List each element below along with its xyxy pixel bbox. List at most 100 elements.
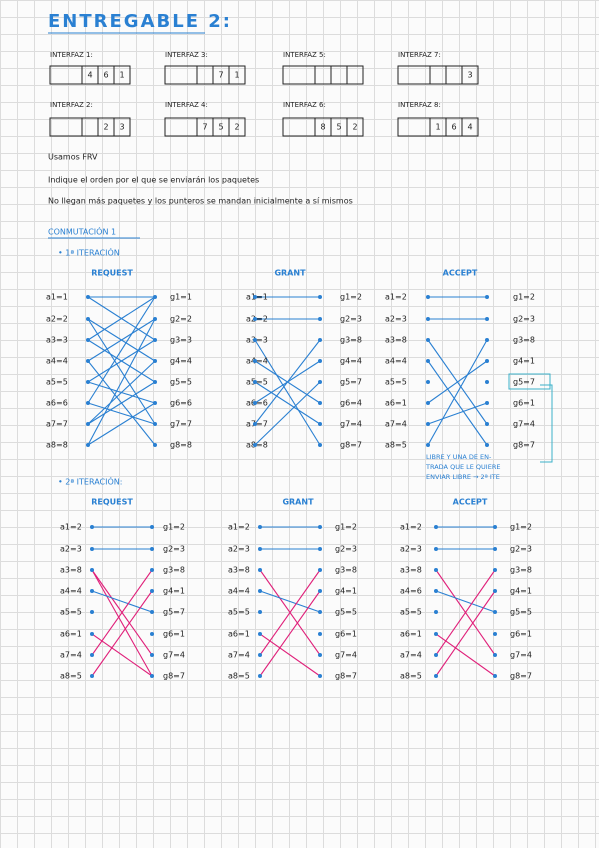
input-dot <box>426 317 430 321</box>
output-dot <box>318 401 322 405</box>
output-label: g4=1 <box>510 587 532 596</box>
output-dot <box>318 295 322 299</box>
input-dot <box>90 610 94 614</box>
input-dot <box>90 632 94 636</box>
queue-cell: 3 <box>119 123 124 132</box>
input-label: a5=5 <box>385 378 407 387</box>
output-dot <box>318 568 322 572</box>
edge <box>435 569 496 656</box>
panel-title: ACCEPT <box>443 269 478 278</box>
input-label: a1=1 <box>46 293 68 302</box>
queue-cell: 7 <box>218 71 223 80</box>
output-label: g8=7 <box>510 672 532 681</box>
input-dot <box>258 653 262 657</box>
edge <box>87 318 156 446</box>
input-label: a8=5 <box>385 441 407 450</box>
edge <box>91 569 153 656</box>
input-dot <box>426 422 430 426</box>
queue-cell: 1 <box>435 123 440 132</box>
input-label: a5=5 <box>60 608 82 617</box>
input-label: a3=8 <box>228 566 250 575</box>
output-label: g2=3 <box>513 315 535 324</box>
queue-cell: 8 <box>320 123 325 132</box>
output-label: g8=8 <box>170 441 192 450</box>
input-label: a8=5 <box>228 672 250 681</box>
output-label: g7=4 <box>335 651 357 660</box>
input-dot <box>86 422 90 426</box>
input-dot <box>434 610 438 614</box>
input-dot <box>434 568 438 572</box>
input-dot <box>86 295 90 299</box>
output-label: g6=4 <box>340 399 362 408</box>
queue-box <box>282 117 364 137</box>
output-dot <box>153 443 157 447</box>
input-dot <box>434 674 438 678</box>
edge <box>87 296 156 404</box>
output-dot <box>150 589 154 593</box>
statement: Usamos FRV <box>48 153 98 162</box>
output-label: g3=8 <box>340 336 362 345</box>
panel-title: GRANT <box>282 498 314 507</box>
input-dot <box>86 380 90 384</box>
output-label: g4=4 <box>170 357 192 366</box>
input-dot <box>253 401 257 405</box>
output-label: g4=1 <box>335 587 357 596</box>
input-label: a2=3 <box>228 545 250 554</box>
input-dot <box>258 610 262 614</box>
output-dot <box>318 610 322 614</box>
output-label: g7=4 <box>510 651 532 660</box>
input-label: a7=7 <box>46 420 68 429</box>
output-label: g2=3 <box>163 545 185 554</box>
input-label: a6=1 <box>228 630 250 639</box>
queue-box <box>164 117 246 137</box>
output-dot <box>318 632 322 636</box>
edge <box>427 360 488 446</box>
input-dot <box>90 653 94 657</box>
output-dot <box>485 317 489 321</box>
input-dot <box>90 525 94 529</box>
output-label: g6=1 <box>335 630 357 639</box>
edge <box>91 569 153 677</box>
input-dot <box>258 589 262 593</box>
input-label: a7=4 <box>385 420 407 429</box>
edge <box>435 633 496 677</box>
queue-box <box>164 65 246 85</box>
input-dot <box>90 589 94 593</box>
edge <box>87 360 156 425</box>
output-dot <box>493 547 497 551</box>
output-label: g5=7 <box>163 608 185 617</box>
edge <box>87 381 156 425</box>
output-dot <box>318 674 322 678</box>
edge <box>254 339 321 446</box>
output-dot <box>493 525 497 529</box>
edge <box>87 339 156 383</box>
input-dot <box>434 653 438 657</box>
output-dot <box>153 295 157 299</box>
input-dot <box>86 338 90 342</box>
output-dot <box>318 525 322 529</box>
output-dot <box>318 359 322 363</box>
panel-title: REQUEST <box>91 498 133 507</box>
output-label: g1=2 <box>513 293 535 302</box>
statement: No llegan más paquetes y los punteros se… <box>48 197 353 206</box>
output-label: g3=8 <box>513 336 535 345</box>
note: TRADA QUE LE QUIERE <box>425 463 500 471</box>
input-dot <box>434 589 438 593</box>
output-label: g4=4 <box>340 357 362 366</box>
edge <box>87 318 156 362</box>
output-dot <box>153 317 157 321</box>
panel-title: GRANT <box>274 269 306 278</box>
output-label: g2=3 <box>510 545 532 554</box>
edge <box>91 633 153 677</box>
input-label: a1=2 <box>228 523 250 532</box>
output-dot <box>150 653 154 657</box>
output-label: g6=6 <box>170 399 192 408</box>
edge <box>259 633 321 677</box>
input-dot <box>253 422 257 426</box>
edge <box>427 402 488 425</box>
input-label: a1=2 <box>400 523 422 532</box>
output-label: g7=4 <box>513 420 535 429</box>
panel-title: ACCEPT <box>453 498 488 507</box>
edge <box>427 360 488 404</box>
input-label: a3=8 <box>60 566 82 575</box>
